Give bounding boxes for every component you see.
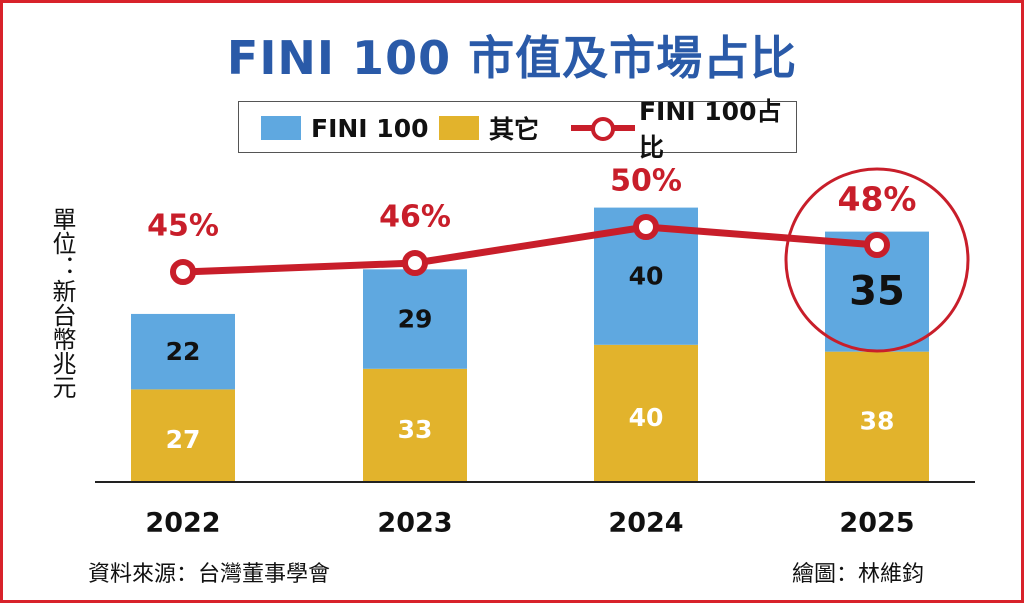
bar-other-2023 [363, 368, 467, 482]
bar-label-other-2023: 33 [398, 415, 433, 444]
bar-fini100-2023 [363, 269, 467, 369]
legend-item-other: 其它 [439, 102, 539, 154]
bar-label-other-2022: 27 [166, 425, 201, 454]
legend-swatch-share [571, 116, 635, 141]
share-label-2023: 46% [379, 200, 451, 235]
bar-other-2025 [825, 351, 929, 482]
x-tick-label-2025: 2025 [839, 508, 914, 539]
y-axis-unit-label: 單位：新台幣兆元 [48, 207, 76, 399]
share-line [182, 223, 878, 276]
bar-other-2024 [594, 344, 698, 482]
bar-fini100-2022 [131, 313, 235, 390]
highlight-circle-2025 [784, 167, 970, 353]
legend-label-share: FINI 100占比 [638, 97, 782, 162]
bar-label-other-2025: 38 [860, 406, 895, 435]
legend-item-fini100: FINI 100 [261, 102, 429, 154]
bar-label-fini100-2022: 22 [166, 337, 201, 366]
bar-label-fini100-2023: 29 [398, 305, 433, 334]
source-note: 資料來源：台灣董事學會 [88, 562, 331, 587]
credit-note: 繪圖：林維鈞 [792, 562, 925, 587]
x-tick-label-2023: 2023 [377, 508, 452, 539]
share-label-2025: 48% [838, 180, 917, 219]
legend-label-other: 其它 [489, 115, 540, 144]
share-label-2022: 45% [147, 209, 219, 244]
bar-label-fini100-2025: 35 [849, 269, 905, 315]
share-point-2025 [864, 232, 890, 258]
share-point-2024 [633, 214, 659, 240]
legend: FINI 100 其它 FINI 100占比 [238, 97, 797, 162]
bar-label-fini100-2024: 40 [629, 262, 664, 291]
x-tick-label-2024: 2024 [608, 508, 683, 539]
legend-swatch-other [439, 116, 479, 140]
share-point-2022 [170, 259, 196, 285]
chart-title: FINI 100 市值及市場占比 [226, 31, 798, 85]
bar-label-other-2024: 40 [629, 403, 664, 432]
legend-label-fini100: FINI 100 [311, 113, 429, 143]
bar-other-2022 [131, 389, 235, 482]
legend-item-share: FINI 100占比 [571, 97, 796, 162]
legend-swatch-fini100 [261, 116, 301, 140]
share-label-2024: 50% [610, 164, 682, 199]
x-tick-label-2022: 2022 [145, 508, 220, 539]
share-point-2023 [402, 250, 428, 276]
